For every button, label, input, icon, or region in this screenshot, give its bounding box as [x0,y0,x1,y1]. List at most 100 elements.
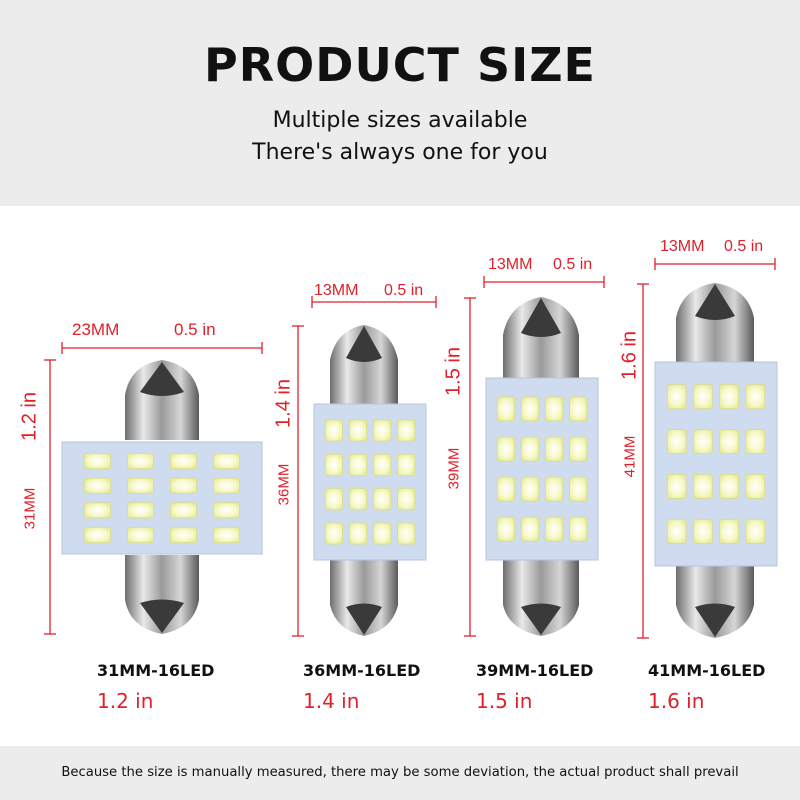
led-chip-39 [520,476,540,502]
led-chip-36 [397,488,416,511]
bulb-41mm [654,283,778,638]
led-chip-41 [745,384,766,410]
led-chip-36 [397,522,416,545]
led-chip-39 [520,396,540,422]
footer-note: Because the size is manually measured, t… [61,765,739,780]
width-mm-39: 13MM [488,256,533,273]
bulb-31mm [61,360,263,634]
led-chip-31 [127,453,154,470]
led-chip-36 [372,453,392,476]
led-chip-31 [84,526,111,543]
product-inch-39: 1.5 in [476,689,533,713]
footer-banner [0,746,800,800]
led-chip-39 [496,476,515,502]
led-chip-39 [569,516,588,542]
subtitle-line-1: Multiple sizes available [272,108,528,133]
led-chip-31 [170,502,197,519]
led-chip-31 [213,453,240,470]
led-chip-31 [213,477,240,494]
page-title: PRODUCT SIZE [204,38,596,92]
led-chip-39 [569,476,588,502]
led-chip-36 [324,453,343,476]
led-chip-36 [397,453,416,476]
led-chip-41 [719,429,739,454]
width-mm-31: 23MM [72,320,120,339]
led-chip-41 [745,474,766,499]
led-chip-31 [84,453,111,470]
product-inch-36: 1.4 in [303,689,360,713]
led-chip-31 [127,477,154,494]
led-chip-39 [496,436,515,462]
led-chip-36 [372,419,392,442]
led-chip-39 [569,436,588,462]
led-chip-36 [397,419,416,442]
led-chip-36 [348,522,368,545]
led-chip-41 [666,384,687,410]
width-in-41: 0.5 in [724,238,764,255]
led-chip-39 [496,516,515,542]
product-name-31: 31MM-16LED [97,661,215,680]
led-chip-41 [719,384,739,410]
length-mm-31: 31MM [21,487,39,530]
led-chip-41 [719,474,739,499]
led-chip-31 [127,526,154,543]
led-chip-36 [348,453,368,476]
led-chip-31 [127,502,154,519]
led-chip-39 [544,516,564,542]
product-name-41: 41MM-16LED [648,661,766,680]
led-chip-41 [666,518,687,544]
length-mm-41: 41MM [621,435,639,478]
led-chip-41 [666,429,687,454]
led-chip-31 [170,477,197,494]
led-chip-36 [324,522,343,545]
led-chip-41 [693,429,713,454]
width-mm-36: 13MM [314,282,359,299]
led-chip-31 [170,526,197,543]
led-chip-36 [372,488,392,511]
led-chip-41 [693,474,713,499]
led-chip-36 [324,419,343,442]
length-mm-36: 36MM [275,463,293,506]
subtitle-line-2: There's always one for you [252,140,548,165]
product-inch-31: 1.2 in [97,689,154,713]
led-chip-41 [745,429,766,454]
led-chip-39 [520,516,540,542]
led-chip-31 [84,502,111,519]
led-chip-39 [544,396,564,422]
product-name-39: 39MM-16LED [476,661,594,680]
width-in-36: 0.5 in [384,282,424,299]
length-in-31: 1.2 in [18,392,41,441]
led-chip-39 [569,396,588,422]
led-chip-39 [544,436,564,462]
led-chip-39 [544,476,564,502]
led-chip-41 [693,384,713,410]
led-chip-36 [348,419,368,442]
header-banner [0,0,800,206]
led-chip-31 [213,526,240,543]
length-in-36: 1.4 in [272,379,295,428]
dimension-lines [44,258,776,639]
width-in-39: 0.5 in [553,256,593,273]
led-chip-31 [170,453,197,470]
bulb-39mm [485,297,599,636]
led-chip-39 [496,396,515,422]
led-chip-41 [666,474,687,499]
led-chip-31 [213,502,240,519]
led-chip-36 [372,522,392,545]
led-chip-41 [719,518,739,544]
width-in-31: 0.5 in [174,320,216,339]
width-mm-41: 13MM [660,238,705,255]
led-chip-41 [745,518,766,544]
led-chip-41 [693,518,713,544]
length-mm-39: 39MM [445,447,463,490]
length-in-41: 1.6 in [618,331,641,380]
led-chip-39 [520,436,540,462]
led-chip-31 [84,477,111,494]
led-chip-36 [348,488,368,511]
product-inch-41: 1.6 in [648,689,705,713]
length-in-39: 1.5 in [442,347,465,396]
bulb-36mm [313,325,427,636]
led-chip-36 [324,488,343,511]
product-name-36: 36MM-16LED [303,661,421,680]
